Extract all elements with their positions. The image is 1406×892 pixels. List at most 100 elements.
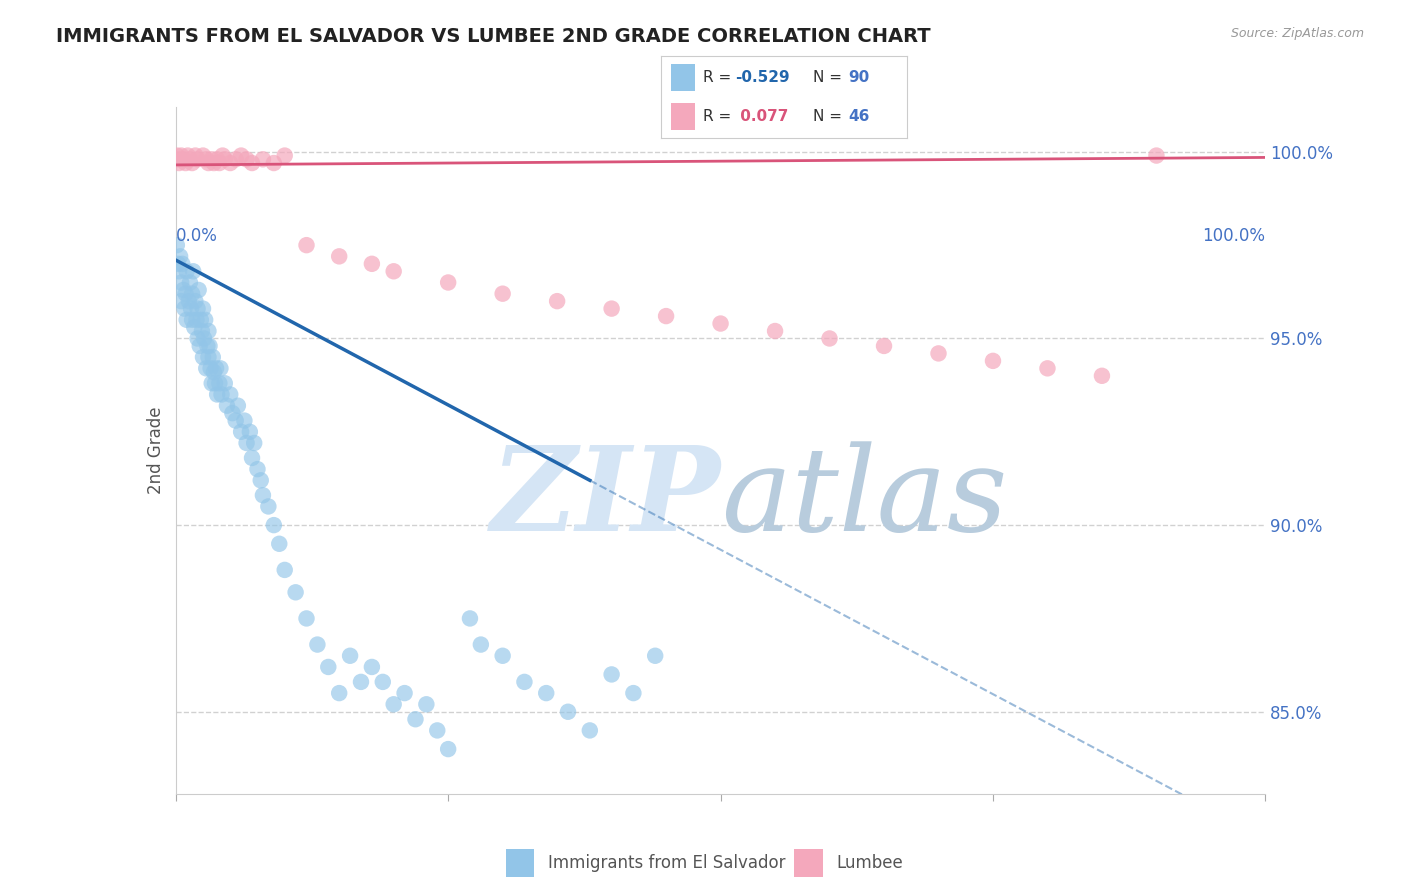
Point [710,317,733,331]
Point [249,473,271,487]
Point [172,257,194,271]
Point [174,156,197,170]
Point [231,425,253,439]
Point [184,294,207,309]
Point [928,346,950,360]
Point [176,264,198,278]
Point [600,667,623,681]
Point [415,698,437,712]
Point [1144,148,1167,162]
Point [191,324,214,338]
Point [167,156,190,170]
Point [621,686,644,700]
Text: N =: N = [813,110,848,124]
Point [186,331,209,345]
Point [382,698,405,712]
Point [243,436,266,450]
Text: 90: 90 [848,70,869,85]
Point [214,376,236,391]
Point [179,276,201,290]
Point [295,611,318,625]
Point [240,450,263,465]
Y-axis label: 2nd Grade: 2nd Grade [146,407,165,494]
Point [240,156,263,170]
Point [1091,368,1114,383]
Point [371,674,394,689]
Point [201,153,224,167]
Point [191,148,214,162]
Point [307,638,329,652]
Text: Lumbee: Lumbee [837,854,903,872]
Text: N =: N = [813,70,848,85]
Point [188,339,211,353]
Point [235,153,257,167]
Point [360,660,382,674]
Point [437,276,460,290]
Point [513,674,536,689]
Point [246,462,269,476]
Point [1036,361,1059,376]
Point [177,148,200,162]
Point [274,148,297,162]
Point [394,686,416,700]
Point [350,674,373,689]
Point [170,294,193,309]
Point [233,414,256,428]
Bar [506,849,534,877]
Point [186,301,209,316]
Point [200,361,222,376]
Point [191,301,214,316]
Text: R =: R = [703,70,735,85]
Point [181,264,204,278]
Point [201,376,224,391]
Point [180,301,202,316]
Point [167,257,190,271]
Point [211,148,233,162]
Point [873,339,896,353]
Point [252,153,274,167]
Point [186,313,208,327]
Point [191,350,214,364]
Point [225,153,247,167]
Point [190,313,212,327]
Point [226,399,249,413]
Point [170,148,193,162]
Point [194,313,217,327]
Point [167,264,190,278]
Point [219,156,242,170]
Point [360,257,382,271]
Point [166,238,188,252]
Bar [671,63,695,91]
Point [197,350,219,364]
Point [173,301,195,316]
Point [205,153,228,167]
Point [176,313,198,327]
Point [214,153,236,167]
Point [339,648,361,663]
Point [166,148,188,162]
Point [284,585,307,599]
Point [981,354,1004,368]
Point [492,286,515,301]
Point [235,436,257,450]
Text: 0.077: 0.077 [734,110,787,124]
Point [274,563,297,577]
Point [195,361,218,376]
Point [172,283,194,297]
Point [181,286,204,301]
Point [181,313,204,327]
Point [328,249,350,263]
Point [219,387,242,401]
Text: Source: ZipAtlas.com: Source: ZipAtlas.com [1230,27,1364,40]
Point [197,324,219,338]
Point [263,518,285,533]
Text: 0.0%: 0.0% [176,227,218,245]
Point [205,387,228,401]
Point [197,156,219,170]
Point [252,488,274,502]
Point [763,324,786,338]
Point [211,387,233,401]
Point [201,350,224,364]
Point [184,148,207,162]
Point [557,705,579,719]
